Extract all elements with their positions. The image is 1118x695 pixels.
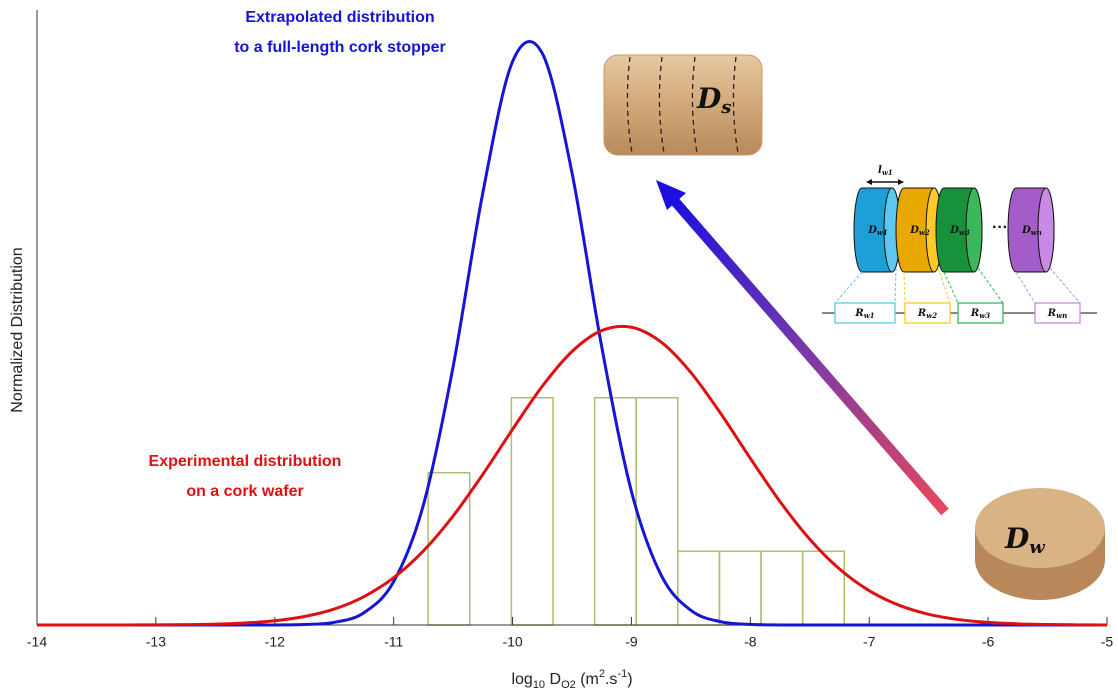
x-tick-label: -14 (27, 634, 47, 650)
x-label-part: 2 (599, 668, 605, 680)
length-label: lw1 (878, 165, 893, 178)
disc-label: Dw1 (867, 225, 888, 238)
label-sub: wn (1031, 228, 1042, 237)
plot-area: -14 -13 -12 -11 -10 -9 -8 -7 -6 -5 (27, 10, 1114, 650)
label-main: D (1004, 522, 1030, 555)
label-main: l (878, 165, 882, 176)
label-main: D (696, 82, 722, 115)
resistor (1034, 302, 1081, 324)
curve-annotation: to a full-length cork stopper (234, 39, 446, 56)
x-label-part: D (545, 671, 561, 688)
x-label-part: .s (605, 671, 617, 688)
label-main: R (1047, 308, 1056, 319)
connector (943, 271, 959, 304)
connector (1049, 267, 1081, 304)
y-axis-label: Normalized Distribution (9, 247, 26, 412)
x-tick-label: -10 (502, 634, 522, 650)
histogram-bar (427, 471, 471, 626)
x-label-part: -1 (617, 668, 627, 680)
x-tick-label: -9 (625, 634, 638, 650)
label-main: R (917, 308, 926, 319)
label-main: D (949, 225, 959, 236)
connector (977, 267, 1004, 304)
x-label-part: 10 (533, 679, 545, 691)
x-tick-label: -6 (982, 634, 995, 650)
label-sub: w (1029, 537, 1046, 558)
cork-wafer: Dw (975, 488, 1105, 600)
label-sub: s (720, 97, 731, 118)
arrow (656, 180, 949, 516)
label-main: R (854, 308, 863, 319)
label-sub: w2 (926, 311, 937, 320)
label-sub: w1 (877, 228, 888, 237)
x-tick-label: -12 (265, 634, 285, 650)
label-sub: w3 (979, 311, 990, 320)
x-axis-label: log10 DO2 (m2.s-1) (511, 668, 632, 691)
curve-annotation: on a cork wafer (186, 483, 303, 500)
disc-face (1037, 187, 1055, 273)
x-label-part: (m (576, 671, 599, 688)
label-main: D (1021, 225, 1031, 236)
resistor (904, 302, 951, 324)
histogram-bar (593, 396, 637, 626)
curve-annotation: Extrapolated distribution (245, 9, 434, 26)
x-tick-label: -13 (146, 634, 166, 650)
label-sub: wn (1056, 311, 1067, 320)
label-sub: w1 (882, 168, 893, 177)
curve (37, 324, 1108, 627)
x-tick-label: -5 (1101, 634, 1114, 650)
resistor-label: Rw2 (917, 308, 937, 321)
cork-stopper: Ds (603, 54, 763, 156)
connector (834, 271, 863, 304)
x-label-part: log (511, 671, 532, 688)
disc-label: Dw2 (909, 225, 930, 238)
histogram-bar (510, 396, 554, 626)
resistor-label: Rwn (1047, 308, 1067, 321)
x-tick-label: -7 (863, 634, 876, 650)
resistor (957, 302, 1004, 324)
histogram-bar (760, 550, 804, 626)
label-sub: w1 (864, 311, 875, 320)
label-main: D (909, 225, 919, 236)
resistor-label: Rw1 (854, 308, 874, 321)
connector (937, 267, 951, 304)
ellipsis: ··· (992, 219, 1008, 236)
label-main: R (970, 308, 979, 319)
x-label-part: ) (627, 671, 632, 688)
curve (37, 40, 1108, 627)
disc-face (965, 187, 983, 273)
curve-annotation: Experimental distribution (149, 453, 342, 470)
x-tick-label: -8 (744, 634, 757, 650)
connector (903, 271, 906, 304)
x-label-part: O2 (561, 679, 576, 691)
histogram-bar (718, 550, 762, 626)
disc-label: Dwn (1021, 225, 1042, 238)
resistor-label: Rw3 (970, 308, 990, 321)
x-tick-label: -11 (384, 634, 403, 650)
label-sub: w3 (959, 228, 970, 237)
label-main: D (867, 225, 877, 236)
histogram-bar (801, 550, 846, 626)
connector (894, 267, 897, 304)
resistor (834, 302, 896, 324)
disc-label: Dw3 (949, 225, 970, 238)
label-sub: w2 (919, 228, 930, 237)
wafer-label: Dw (1004, 522, 1046, 559)
stopper-label: Ds (696, 82, 731, 119)
connector (1015, 271, 1036, 304)
